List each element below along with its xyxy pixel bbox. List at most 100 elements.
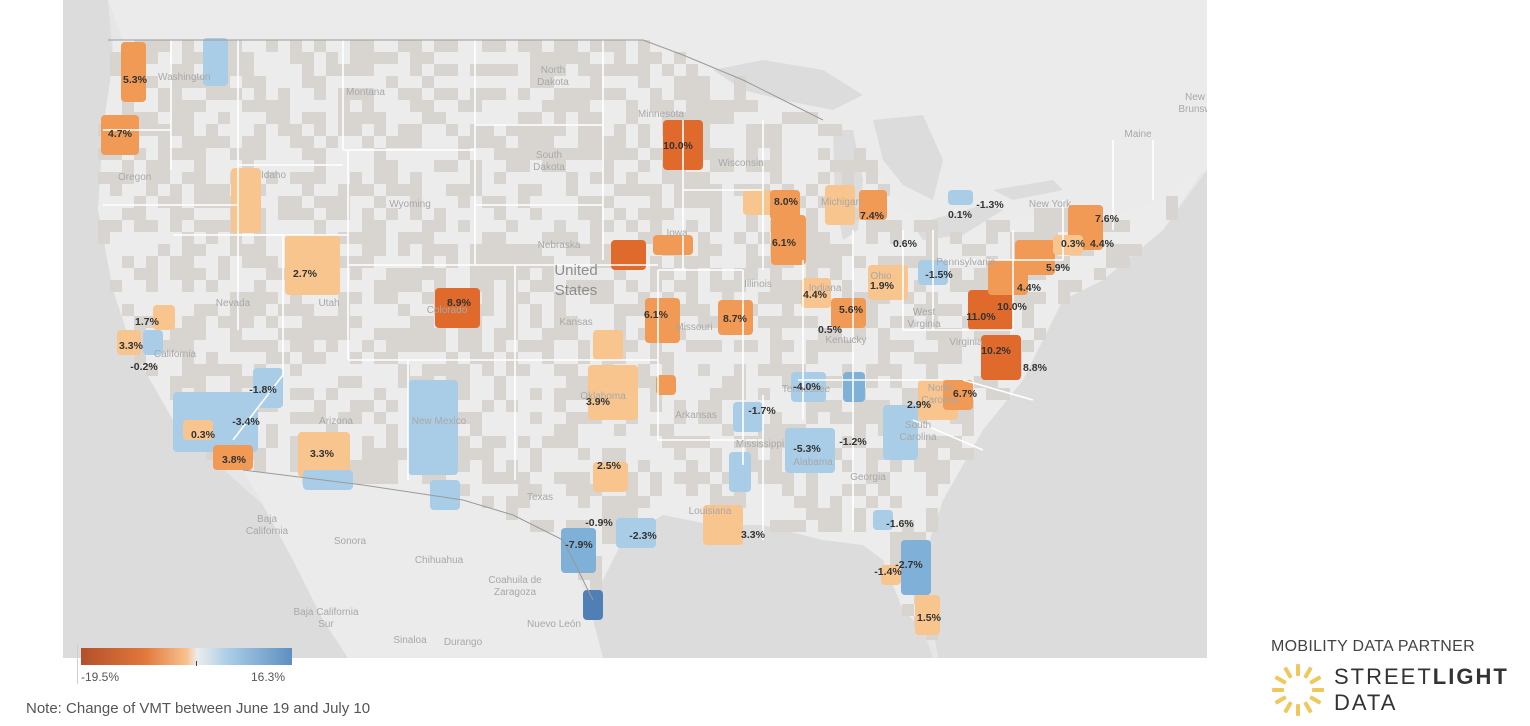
metro-region[interactable]: [883, 405, 918, 460]
metro-region[interactable]: [656, 375, 676, 395]
county-tile: [482, 64, 494, 76]
metro-region[interactable]: [873, 510, 893, 530]
metro-region[interactable]: [801, 278, 831, 308]
vmt-map[interactable]: Washington Montana North Dakota Minnesota Ore…: [63, 0, 1207, 658]
county-tile: [554, 148, 566, 160]
metro-region[interactable]: [831, 298, 866, 328]
metro-region[interactable]: [901, 540, 931, 595]
metro-region[interactable]: [231, 168, 261, 233]
metro-region[interactable]: [785, 428, 835, 473]
metro-region[interactable]: [583, 590, 603, 620]
metro-region[interactable]: [121, 42, 146, 102]
county-tile: [626, 340, 638, 352]
county-tile: [746, 160, 758, 172]
metro-region[interactable]: [948, 190, 973, 205]
metro-region[interactable]: [298, 432, 350, 477]
county-tile: [638, 64, 650, 76]
county-tile: [650, 220, 662, 232]
metro-region[interactable]: [846, 375, 864, 400]
county-tile: [602, 196, 614, 208]
metro-region[interactable]: [770, 190, 800, 220]
country-label: United States: [554, 262, 597, 299]
county-tile: [674, 280, 686, 292]
county-tile: [350, 184, 362, 196]
county-tile: [554, 52, 566, 64]
metro-region[interactable]: [183, 420, 213, 440]
metro-region[interactable]: [771, 215, 806, 265]
county-tile: [566, 52, 578, 64]
county-tile: [710, 388, 722, 400]
metro-region[interactable]: [408, 380, 458, 475]
county-tile: [206, 88, 218, 100]
county-tile: [926, 364, 938, 376]
county-tile: [926, 244, 938, 256]
county-tile: [1118, 244, 1130, 256]
metro-region[interactable]: [943, 380, 973, 410]
county-tile: [818, 340, 830, 352]
metro-region[interactable]: [117, 330, 141, 355]
county-tile: [530, 340, 542, 352]
county-tile: [278, 88, 290, 100]
county-tile: [698, 232, 710, 244]
metro-region[interactable]: [718, 300, 753, 335]
county-tile: [410, 40, 422, 52]
metro-region[interactable]: [253, 368, 283, 408]
metro-region[interactable]: [729, 452, 751, 492]
metro-region[interactable]: [859, 190, 887, 220]
metro-region[interactable]: [285, 235, 340, 295]
county-tile: [350, 412, 362, 424]
metro-region[interactable]: [616, 518, 656, 548]
metro-region[interactable]: [743, 190, 773, 215]
county-tile: [566, 280, 578, 292]
metro-region[interactable]: [143, 330, 163, 355]
county-tile: [158, 196, 170, 208]
metro-region[interactable]: [645, 298, 680, 343]
county-tile: [674, 472, 686, 484]
county-tile: [374, 220, 386, 232]
metro-region[interactable]: [561, 528, 596, 573]
metro-region[interactable]: [868, 265, 908, 300]
metro-region[interactable]: [588, 365, 638, 420]
county-tile: [806, 112, 818, 124]
county-tile: [386, 472, 398, 484]
county-tile: [674, 172, 686, 184]
county-tile: [1022, 316, 1034, 328]
value-label-austin: -0.9%: [585, 517, 613, 529]
county-tile: [194, 244, 206, 256]
metro-region[interactable]: [968, 290, 1013, 330]
metro-region[interactable]: [1053, 235, 1083, 255]
metro-region[interactable]: [101, 115, 139, 155]
county-tile: [542, 76, 554, 88]
metro-region[interactable]: [593, 462, 628, 492]
metro-region[interactable]: [611, 240, 646, 270]
county-tile: [530, 448, 542, 460]
metro-region[interactable]: [881, 565, 901, 585]
county-tile: [338, 112, 350, 124]
metro-region[interactable]: [435, 288, 480, 328]
metro-region[interactable]: [1015, 240, 1055, 275]
metro-region[interactable]: [981, 335, 1021, 380]
county-tile: [290, 304, 302, 316]
county-tile: [338, 256, 350, 268]
metro-region[interactable]: [213, 445, 253, 470]
county-tile: [590, 580, 602, 592]
gulf-of-mexico: [583, 515, 933, 658]
county-tile: [98, 232, 110, 244]
county-tile: [770, 352, 782, 364]
county-tile: [530, 244, 542, 256]
county-tile: [566, 472, 578, 484]
county-tile: [746, 136, 758, 148]
county-tile: [158, 160, 170, 172]
metro-region[interactable]: [703, 505, 743, 545]
metro-region[interactable]: [153, 305, 175, 330]
metro-region[interactable]: [303, 470, 353, 490]
county-tile: [218, 220, 230, 232]
metro-region[interactable]: [430, 480, 460, 510]
county-tile: [482, 448, 494, 460]
metro-region[interactable]: [733, 402, 763, 432]
metro-region[interactable]: [203, 38, 228, 86]
county-tile: [398, 340, 410, 352]
metro-region[interactable]: [915, 595, 940, 635]
metro-region[interactable]: [593, 330, 623, 360]
metro-region[interactable]: [825, 185, 855, 225]
